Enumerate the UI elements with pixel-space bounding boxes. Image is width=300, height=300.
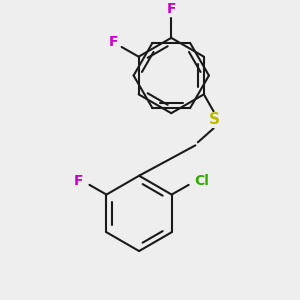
Text: F: F	[167, 2, 176, 16]
Text: Cl: Cl	[195, 174, 209, 188]
Text: F: F	[74, 174, 83, 188]
Text: S: S	[209, 112, 220, 128]
Text: F: F	[108, 35, 118, 49]
